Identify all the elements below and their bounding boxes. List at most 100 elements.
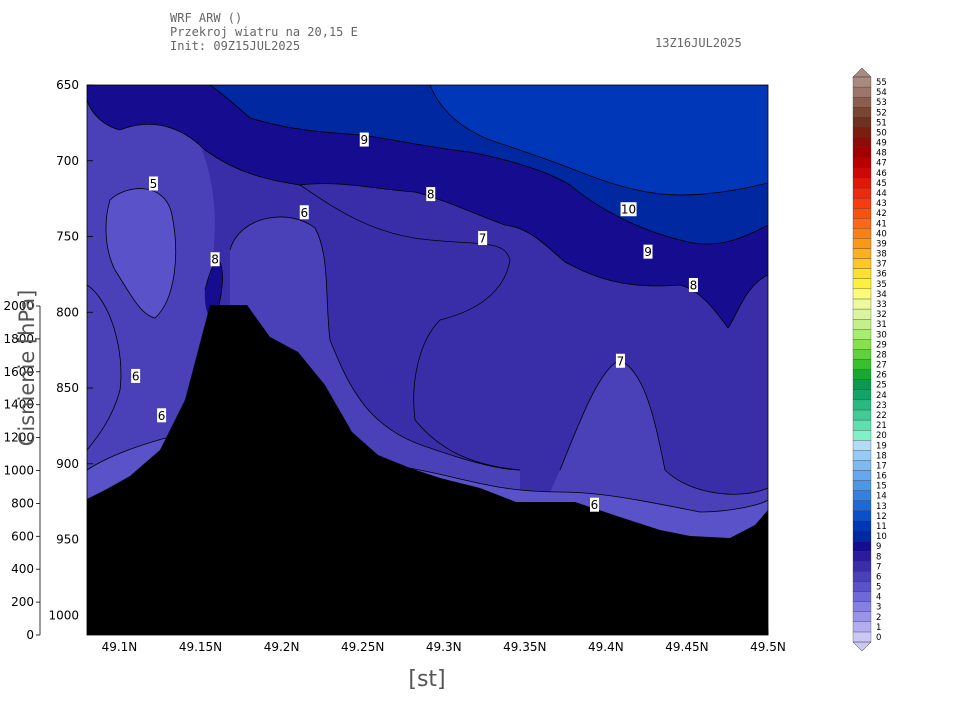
colorbar-swatch (852, 197, 872, 209)
pressure-tick-label: 700 (56, 154, 79, 168)
colorbar-swatch (852, 218, 872, 229)
x-tick-label: 49.35N (503, 640, 546, 654)
colorbar-swatch (852, 631, 872, 643)
colorbar-swatch (852, 207, 872, 219)
colorbar-swatch (852, 177, 872, 189)
pressure-tick-label: 1000 (48, 608, 79, 622)
colorbar-swatch (852, 379, 872, 390)
colorbar-swatch (852, 621, 872, 633)
colorbar-label: 52 (876, 108, 887, 118)
colorbar-label: 42 (876, 209, 887, 219)
pressure-tick-label: 900 (56, 457, 79, 471)
colorbar-label: 14 (876, 492, 887, 502)
contour-label-box (299, 205, 309, 220)
colorbar-label: 11 (876, 522, 887, 532)
colorbar-swatch (852, 490, 872, 501)
colorbar-label: 8 (876, 552, 881, 562)
colorbar-label: 48 (876, 149, 887, 159)
colorbar-swatch (852, 288, 872, 300)
colorbar-label: 19 (876, 441, 887, 451)
colorbar-swatch (852, 349, 872, 360)
section-description: Przekroj wiatru na 20,15 E (170, 25, 358, 39)
colorbar-swatch (852, 591, 872, 602)
colorbar-swatch (852, 258, 872, 269)
colorbar-label: 55 (876, 78, 887, 88)
colorbar-label: 2 (876, 613, 881, 623)
terrain-mask (87, 305, 768, 635)
x-tick-label: 49.2N (264, 640, 300, 654)
colorbar-label: 36 (876, 270, 887, 280)
contour-labels: 5 6 6 6 6 7 7 8 8 8 9 9 10 (131, 132, 698, 512)
colorbar-label: 54 (876, 88, 887, 98)
colorbar-label: 23 (876, 401, 887, 411)
contour-label: 10 (621, 203, 636, 217)
colorbar-swatch (852, 500, 872, 512)
colorbar-swatch (852, 571, 872, 582)
contour-label-box (590, 497, 600, 512)
colorbar-swatch (852, 127, 872, 138)
x-tick-label: 49.15N (179, 640, 222, 654)
colorbar-label: 47 (876, 159, 887, 169)
x-tick-label: 49.3N (426, 640, 462, 654)
height-tick-label: 1000 (3, 464, 34, 478)
colorbar-bottom-arrow (852, 641, 872, 652)
colorbar-label: 26 (876, 371, 887, 381)
contour-line-8-filament (204, 260, 223, 321)
colorbar-label: 45 (876, 179, 887, 189)
x-axis-label: [st] (408, 667, 445, 692)
model-title: WRF ARW () (170, 11, 243, 25)
colorbar-swatch (852, 157, 872, 168)
colorbar-swatch (852, 581, 872, 592)
height-axis: 0 200 400 600 800 1000 1200 1400 1600 1800 2000 (3, 299, 41, 642)
colorbar-swatch (852, 551, 872, 562)
colorbar-label: 32 (876, 310, 887, 320)
colorbar-label: 7 (876, 562, 881, 572)
contour-label-box (478, 231, 488, 246)
colorbar-swatch (852, 339, 872, 350)
colorbar-label: 10 (876, 532, 887, 542)
colorbar-swatch (852, 147, 872, 158)
colorbar-swatch (852, 187, 872, 199)
contour-label: 7 (479, 232, 487, 246)
colorbar-swatch (852, 268, 872, 279)
height-tick-label: 400 (11, 562, 34, 576)
x-tick-label: 49.45N (665, 640, 708, 654)
colorbar-swatch (852, 480, 872, 491)
contour-label-box (620, 202, 637, 217)
height-tick-label: 600 (11, 529, 34, 543)
colorbar-swatch (852, 228, 872, 239)
contour-label: 6 (300, 206, 308, 220)
contour-label: 8 (211, 253, 219, 267)
contour-label: 8 (427, 188, 435, 202)
colorbar-swatch (852, 409, 872, 421)
band-5-cell (105, 188, 176, 318)
colorbar-label: 35 (876, 280, 887, 290)
colorbar-label: 18 (876, 451, 887, 461)
band-10 (430, 85, 768, 195)
colorbar-swatch (852, 369, 872, 380)
colorbar-label: 30 (876, 330, 887, 340)
pressure-tick-label: 750 (56, 230, 79, 244)
colorbar-label: 25 (876, 381, 887, 391)
contour-label: 8 (690, 279, 698, 293)
colorbar-label: 40 (876, 229, 887, 239)
contour-line-5 (105, 188, 177, 319)
colorbar-label: 6 (876, 572, 881, 582)
colorbar-label: 38 (876, 250, 887, 260)
colorbar-label: 53 (876, 98, 887, 108)
colorbar-swatch (852, 429, 872, 441)
pressure-axis: 650 700 750 800 850 900 950 1000 (48, 78, 93, 622)
y-axis-label: Cisnienie [hPa] (15, 290, 39, 447)
height-tick-label: 1400 (3, 398, 34, 412)
colorbar-swatch (852, 520, 872, 532)
colorbar-label: 24 (876, 391, 887, 401)
height-tick-label: 200 (11, 595, 34, 609)
colorbar-label: 29 (876, 340, 887, 350)
contour-label-box (210, 252, 220, 267)
plot-frame (86, 84, 769, 636)
colorbar-label: 15 (876, 482, 887, 492)
colorbar-label: 16 (876, 472, 887, 482)
colorbar-label: 39 (876, 239, 887, 249)
colorbar-swatch (852, 601, 872, 612)
